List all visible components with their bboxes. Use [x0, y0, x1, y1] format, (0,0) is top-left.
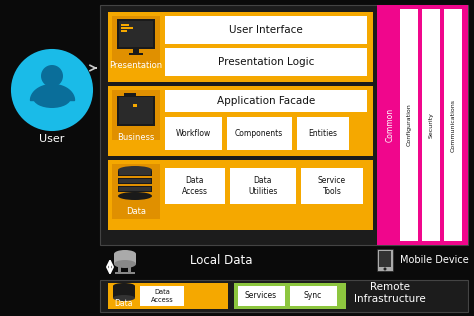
Text: Configuration: Configuration: [407, 104, 411, 146]
Bar: [108, 283, 228, 309]
Bar: [118, 264, 121, 272]
Text: Mobile Device: Mobile Device: [400, 255, 469, 265]
Text: Security: Security: [428, 112, 434, 138]
Ellipse shape: [114, 250, 136, 258]
Bar: [377, 5, 468, 245]
Bar: [115, 272, 135, 274]
Bar: [130, 93, 136, 97]
Bar: [121, 24, 129, 26]
Text: Data
Access: Data Access: [182, 176, 208, 196]
Text: Data
Utilities: Data Utilities: [248, 176, 278, 196]
Bar: [165, 90, 367, 112]
Bar: [238, 286, 285, 306]
Bar: [117, 96, 155, 126]
Ellipse shape: [33, 88, 71, 108]
Bar: [118, 186, 152, 192]
Text: Communications: Communications: [450, 99, 456, 151]
Bar: [108, 12, 373, 82]
Bar: [165, 117, 222, 150]
Bar: [422, 9, 440, 241]
Text: Business: Business: [117, 133, 155, 143]
Bar: [400, 9, 418, 241]
Bar: [108, 86, 373, 156]
Bar: [118, 170, 152, 176]
Text: Data
Access: Data Access: [151, 289, 173, 302]
Bar: [301, 168, 363, 204]
Text: Service
Tools: Service Tools: [318, 176, 346, 196]
Text: Remote
Infrastructure: Remote Infrastructure: [354, 282, 426, 304]
Bar: [129, 53, 143, 55]
Circle shape: [383, 268, 386, 270]
Text: Common: Common: [385, 108, 394, 142]
Ellipse shape: [113, 295, 135, 301]
Text: Sync: Sync: [304, 291, 322, 301]
Bar: [112, 164, 160, 219]
Bar: [112, 16, 160, 66]
Text: Application Facade: Application Facade: [217, 96, 315, 106]
Bar: [128, 264, 131, 272]
Text: User Interface: User Interface: [229, 25, 303, 35]
Bar: [140, 286, 184, 306]
Ellipse shape: [114, 260, 136, 268]
Bar: [290, 286, 337, 306]
Bar: [444, 9, 462, 241]
Bar: [297, 117, 349, 150]
Bar: [118, 178, 152, 184]
Text: Presentation Logic: Presentation Logic: [218, 57, 314, 67]
Bar: [230, 168, 296, 204]
Bar: [119, 171, 151, 175]
Bar: [124, 93, 130, 97]
Bar: [119, 21, 153, 47]
Bar: [165, 168, 225, 204]
Bar: [119, 97, 153, 124]
Bar: [234, 283, 346, 309]
Text: User: User: [39, 134, 64, 144]
Bar: [119, 179, 151, 183]
Text: Local Data: Local Data: [190, 253, 253, 266]
Circle shape: [12, 50, 92, 130]
Text: Services: Services: [245, 291, 277, 301]
Ellipse shape: [118, 166, 152, 174]
Circle shape: [41, 65, 63, 87]
Bar: [100, 5, 468, 245]
Ellipse shape: [118, 192, 152, 200]
Bar: [119, 187, 151, 191]
Bar: [165, 48, 367, 76]
Bar: [379, 251, 391, 267]
Bar: [121, 30, 127, 32]
Text: Data: Data: [126, 208, 146, 216]
Bar: [165, 16, 367, 44]
Text: Components: Components: [235, 130, 283, 138]
Text: Entities: Entities: [309, 130, 337, 138]
Text: Presentation: Presentation: [109, 60, 163, 70]
Ellipse shape: [113, 283, 135, 289]
Bar: [114, 254, 136, 264]
Bar: [133, 49, 139, 53]
Bar: [121, 27, 133, 29]
Bar: [117, 19, 155, 49]
Bar: [112, 90, 160, 140]
Bar: [133, 104, 137, 107]
Bar: [108, 160, 373, 230]
Text: Data: Data: [115, 299, 133, 307]
Text: Workflow: Workflow: [175, 130, 210, 138]
Bar: [377, 249, 393, 271]
Bar: [113, 286, 135, 298]
Bar: [227, 117, 292, 150]
Bar: [100, 280, 468, 312]
